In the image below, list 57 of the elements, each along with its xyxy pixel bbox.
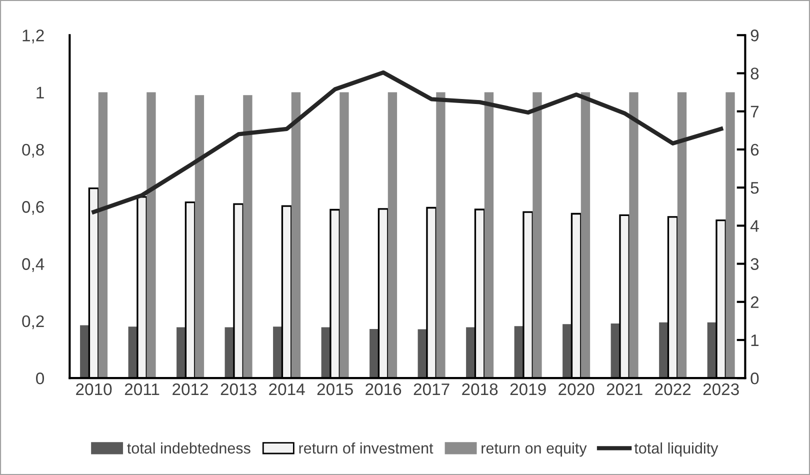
y2-tick-label: 4 xyxy=(750,220,759,232)
y2-tick-label: 8 xyxy=(750,68,759,80)
y2-tick-label: 6 xyxy=(750,144,759,156)
bar xyxy=(484,92,494,378)
x-tick-label: 2020 xyxy=(558,383,594,396)
x-tick-label: 2016 xyxy=(366,383,402,396)
legend-label: return on equity xyxy=(482,442,587,457)
y2-tick-label: 0 xyxy=(750,372,759,384)
bar xyxy=(340,92,349,378)
bar xyxy=(629,92,638,378)
y-tick-label: 0,2 xyxy=(22,315,44,330)
bar xyxy=(98,92,108,378)
x-tick-label: 2010 xyxy=(76,383,112,396)
bar xyxy=(677,92,687,378)
bar xyxy=(176,327,186,378)
y2-tick-label: 2 xyxy=(750,296,758,308)
y2-tick-label: 9 xyxy=(750,30,759,42)
bar xyxy=(370,328,379,378)
y-tick-label: 0,8 xyxy=(22,144,44,158)
bar xyxy=(291,92,301,378)
legend-label: return of investment xyxy=(299,442,434,454)
x-tick-label: 2018 xyxy=(462,383,498,396)
x-tick-label: 2014 xyxy=(269,383,305,396)
y-tick-label: 1,2 xyxy=(22,30,44,44)
bar xyxy=(273,326,282,378)
line-series xyxy=(92,70,724,214)
y2-tick-label: 7 xyxy=(750,106,758,118)
y2-tick-label: 3 xyxy=(750,258,759,270)
bar xyxy=(80,325,90,378)
bar xyxy=(194,95,204,378)
y-tick-label: 1 xyxy=(36,86,44,98)
y2-tick-label: 5 xyxy=(750,182,759,194)
x-tick-label: 2023 xyxy=(703,383,739,396)
y-tick-label: 0,4 xyxy=(22,258,44,272)
bar xyxy=(146,92,156,378)
x-tick-label: 2017 xyxy=(414,383,450,396)
bar xyxy=(726,92,735,378)
x-tick-label: 2015 xyxy=(317,383,353,396)
bar xyxy=(388,92,398,378)
bar xyxy=(580,92,590,378)
x-tick-label: 2022 xyxy=(655,383,691,396)
x-tick-label: 2011 xyxy=(124,383,160,396)
bar xyxy=(532,92,542,378)
y-tick-label: 0 xyxy=(36,372,44,384)
x-tick-label: 2019 xyxy=(510,383,546,396)
bar xyxy=(436,92,446,378)
bar xyxy=(562,324,572,378)
y2-tick-label: 1 xyxy=(751,334,759,346)
x-tick-label: 2012 xyxy=(172,383,208,396)
legend-label: total liquidity xyxy=(634,442,718,457)
bar xyxy=(466,327,476,378)
x-tick-label: 2013 xyxy=(220,383,256,396)
bar xyxy=(659,322,668,378)
x-tick-label: 2021 xyxy=(606,383,642,396)
y-tick-label: 0,6 xyxy=(22,201,44,215)
legend-label: total indebtedness xyxy=(127,442,250,454)
bar xyxy=(243,95,252,378)
